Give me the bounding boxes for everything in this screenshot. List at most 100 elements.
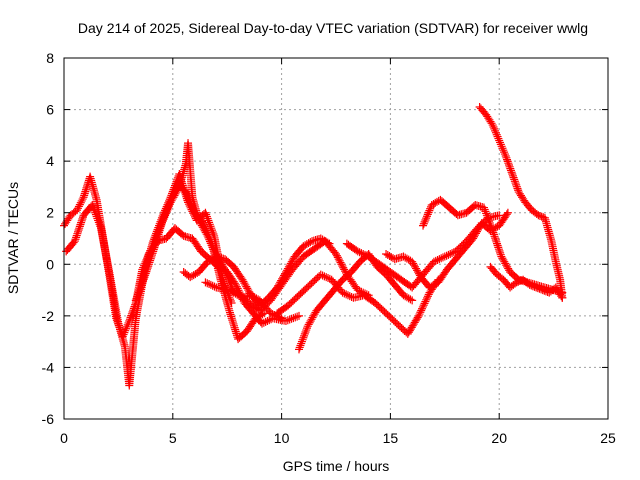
data-point (125, 317, 134, 326)
data-point (298, 335, 307, 344)
data-point (504, 264, 513, 273)
data-point (91, 208, 100, 217)
data-point (353, 286, 362, 295)
data-point (487, 222, 496, 231)
data-point (399, 252, 408, 261)
data-point (502, 153, 511, 162)
data-point (202, 230, 211, 239)
data-point (508, 171, 517, 180)
data-point (240, 279, 249, 288)
data-point (333, 253, 342, 262)
data-point (474, 224, 483, 233)
data-point (157, 219, 166, 228)
data-point (203, 257, 212, 266)
data-point (422, 295, 431, 304)
data-point (302, 324, 311, 333)
data-point (479, 203, 488, 212)
series-sat-m (486, 262, 567, 302)
data-point (205, 280, 214, 289)
data-point (208, 228, 217, 237)
data-point (431, 256, 440, 265)
data-point (485, 219, 494, 228)
data-point (265, 316, 274, 325)
data-point (203, 279, 212, 288)
data-point (338, 288, 347, 297)
data-point (352, 246, 361, 255)
data-point (495, 211, 504, 220)
data-point (198, 223, 207, 232)
data-point (219, 265, 228, 274)
data-point (318, 271, 327, 280)
data-point (490, 124, 499, 133)
data-point (489, 122, 498, 131)
data-point (227, 298, 236, 307)
data-point (205, 256, 214, 265)
data-point (442, 251, 451, 260)
x-tick-label: 20 (491, 430, 507, 446)
data-point (419, 219, 428, 228)
data-point (485, 217, 494, 226)
data-point (69, 238, 78, 247)
data-point (88, 200, 97, 209)
data-point (300, 331, 309, 340)
data-point (470, 232, 479, 241)
data-point (126, 313, 135, 322)
data-point (295, 345, 304, 354)
data-point (431, 198, 440, 207)
data-point (74, 226, 83, 235)
data-point (411, 316, 420, 325)
data-point (300, 329, 309, 338)
data-point (322, 273, 331, 282)
series-sat-c (131, 139, 286, 323)
data-point (76, 220, 85, 229)
data-point (172, 188, 181, 197)
data-point (500, 257, 509, 266)
data-point (406, 295, 415, 304)
data-point (94, 216, 103, 225)
data-point (244, 286, 253, 295)
data-point (124, 318, 133, 327)
data-point (72, 233, 81, 242)
y-tick-label: 0 (46, 256, 54, 272)
data-point (92, 212, 101, 221)
data-point (483, 213, 492, 222)
data-point (335, 256, 344, 265)
data-point (165, 202, 174, 211)
data-point (361, 250, 370, 259)
data-point (486, 220, 495, 229)
data-point (208, 243, 217, 252)
data-point (429, 199, 438, 208)
data-point (121, 326, 130, 335)
data-point (501, 259, 510, 268)
data-point (493, 239, 502, 248)
data-point (472, 227, 481, 236)
data-point (194, 216, 203, 225)
data-point (362, 251, 371, 260)
data-point (204, 233, 213, 242)
data-point (94, 218, 103, 227)
data-point (497, 252, 506, 261)
data-point (127, 309, 136, 318)
data-point (334, 255, 343, 264)
y-tick-label: -6 (42, 411, 55, 427)
data-point (491, 128, 500, 137)
chart-title: Day 214 of 2025, Sidereal Day-to-day VTE… (78, 20, 588, 36)
series-sat-h (273, 270, 443, 338)
data-point (285, 315, 294, 324)
data-point (291, 313, 300, 322)
data-point (293, 312, 302, 321)
data-point (226, 297, 235, 306)
y-tick-label: 8 (46, 50, 54, 66)
data-point (399, 291, 408, 300)
data-point (204, 216, 213, 225)
data-point (404, 294, 413, 303)
data-point (167, 196, 176, 205)
data-point (503, 208, 512, 217)
data-point (299, 333, 308, 342)
x-tick-label: 0 (60, 430, 68, 446)
data-point (76, 198, 85, 207)
data-point (70, 237, 79, 246)
data-point (133, 292, 142, 301)
x-tick-label: 15 (383, 430, 399, 446)
